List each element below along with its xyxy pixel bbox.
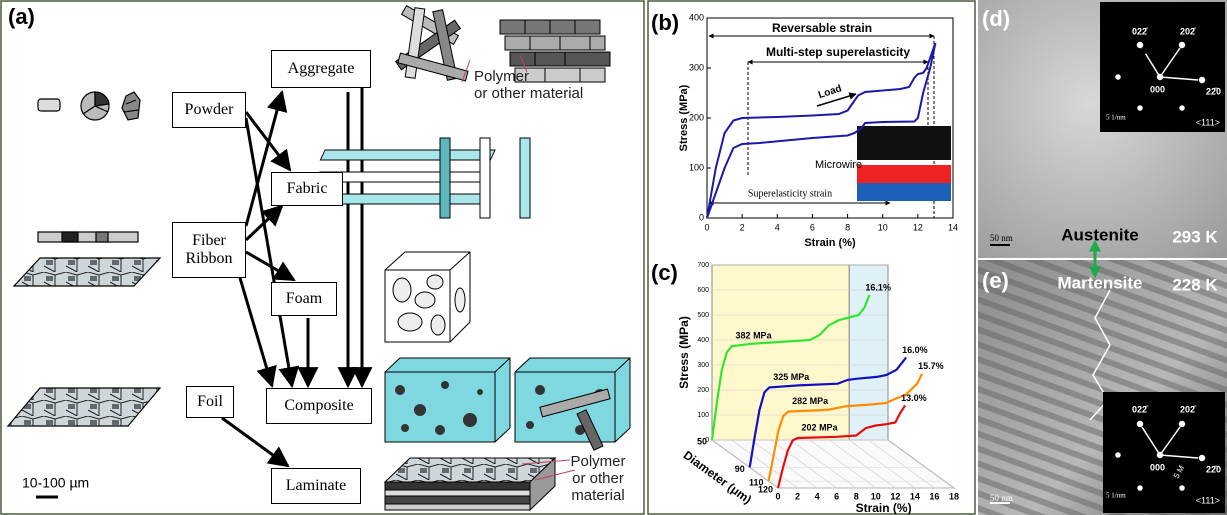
x-tick-label: 0 [775,491,780,501]
back-wall [712,265,849,440]
panel-label: (a) [8,4,35,29]
annotation: Reversable strain [772,21,872,35]
zone-axis: <111> [1196,117,1220,127]
y-tick-label: 300 [689,62,704,72]
x-tick-label: 14 [948,222,958,232]
node-box: Laminate [271,468,361,504]
y-tick-label: 400 [689,12,704,22]
node-box: Aggregate [271,50,371,88]
curve-label: 15.7% [918,361,944,371]
panel-label: (b) [651,10,679,35]
x-tick-label: 10 [871,491,881,501]
y-tick-label: 300 [697,362,709,369]
spot-label: 022̄ [1132,26,1149,36]
zone-axis: <111> [1196,495,1220,505]
y-tick-label: 400 [697,337,709,344]
annotation: Polymer [570,453,625,470]
scale-bar-label: 10-100 µm [22,475,89,491]
x-tick-label: 16 [929,491,939,501]
curve-label: 282 MPa [792,396,829,406]
x-tick-label: 8 [845,222,850,232]
spot-label: 000 [1150,462,1165,472]
node-box: Composite [266,388,372,424]
curve-label: 16.0% [902,345,928,355]
x-tick-label: 8 [854,491,859,501]
x-tick-label: 2 [740,222,745,232]
temperature-label: 228 K [1172,275,1218,294]
x-tick-label: 18 [949,491,959,501]
panel-label: (d) [982,6,1010,31]
axis-label: Stress (MPa) [678,84,690,151]
annotation: or other [572,470,624,487]
spot-label: 22̄0 [1206,464,1221,474]
annotation: Microwire [815,159,862,171]
temperature-label: 293 K [1172,227,1218,246]
y-tick-label: 700 [697,262,709,269]
inset-scale: 5 1/nm [1106,492,1126,500]
annotation: or other material [474,85,583,102]
spot-label: 202̄ [1180,404,1197,414]
annotation: material [571,487,624,504]
node-box: Powder [172,92,246,128]
axis-label: Strain (%) [856,501,912,515]
node-box: Fabric [271,172,343,206]
spot-label: 000 [1150,84,1165,94]
x-tick-label: 6 [834,491,839,501]
x-tick-label: 12 [913,222,923,232]
annotation: Multi-step superelasticity [766,45,910,59]
node-box: Foam [271,282,337,316]
curve-label: 13.0% [901,393,927,403]
curve-label: 16.1% [865,282,891,292]
y-tick-label: 0 [699,212,704,222]
y-tick-label: 100 [697,412,709,419]
spot-label: 22̄0 [1206,86,1221,96]
y-tick-label: 200 [697,387,709,394]
x-tick-label: 2 [795,491,800,501]
y-tick-label: 500 [697,312,709,319]
node-box: Fiber Ribbon [172,222,246,278]
x-tick-label: 4 [815,491,820,501]
z-tick-label: 50 [697,436,707,446]
y-tick-label: 100 [689,162,704,172]
annotation: Polymer [474,68,529,85]
annotation: Load [817,83,843,101]
spot-label: 202̄ [1180,26,1197,36]
x-tick-label: 4 [775,222,780,232]
x-tick-label: 0 [704,222,709,232]
phase-label: Martensite [1057,273,1142,292]
x-tick-label: 10 [878,222,888,232]
panel-label: (e) [982,268,1009,293]
scale-bar-label: 50 nm [990,233,1013,243]
inset-scale: 5 1/nm [1106,114,1126,122]
inset-map [857,183,951,201]
x-tick-label: 6 [810,222,815,232]
y-tick-label: 200 [689,112,704,122]
particle-illustrations [8,92,160,426]
y-tick-label: 600 [697,287,709,294]
inset-map [857,165,951,183]
figure: 10-100 µm (a) Polymeror other materialPo… [0,0,1227,515]
curve-label: 202 MPa [802,422,839,432]
z-tick-label: 120 [758,484,773,494]
diffraction-inset [1100,2,1225,132]
phase-label: Austenite [1061,225,1138,244]
spot-label: 022̄ [1132,404,1149,414]
z-tick-label: 90 [735,464,745,474]
axis-label: Stress (MPa) [677,316,691,389]
panel-label: (c) [651,260,678,285]
curve-label: 382 MPa [736,331,773,341]
node-box: Foil [186,386,234,418]
axis-label: Strain (%) [804,237,856,249]
inset-image [857,126,951,160]
scale-bar-label: 50 nm [990,493,1013,503]
x-tick-label: 14 [910,491,920,501]
curve-label: 325 MPa [773,372,810,382]
x-tick-label: 12 [890,491,900,501]
annotation: Superelasticity strain [748,188,832,199]
